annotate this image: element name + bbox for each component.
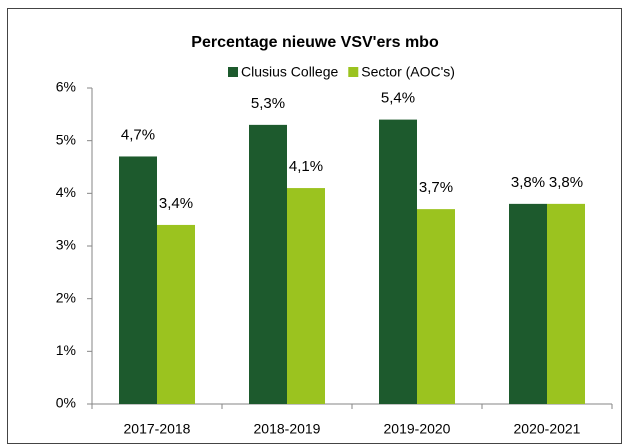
bar	[417, 209, 455, 404]
y-tick-label: 5%	[56, 131, 76, 147]
bar	[119, 156, 157, 404]
chart-title: Percentage nieuwe VSV'ers mbo	[191, 34, 439, 51]
x-tick-label: 2019-2020	[384, 421, 451, 437]
y-tick-label: 1%	[56, 342, 76, 358]
legend-swatch	[228, 67, 238, 77]
y-tick-label: 0%	[56, 395, 76, 411]
data-label: 3,8%	[511, 174, 545, 191]
bar	[509, 203, 547, 404]
y-tick-label: 6%	[56, 79, 76, 95]
legend-label: Clusius College	[241, 64, 338, 80]
data-label: 3,8%	[549, 174, 583, 191]
y-tick-label: 4%	[56, 184, 76, 200]
data-label: 3,4%	[159, 195, 193, 212]
x-tick-label: 2017-2018	[124, 421, 191, 437]
x-tick-label: 2020-2021	[514, 421, 581, 437]
y-tick-label: 2%	[56, 289, 76, 305]
legend-swatch	[348, 67, 359, 77]
bar	[157, 224, 195, 404]
data-label: 4,7%	[121, 126, 155, 143]
x-tick-label: 2018-2019	[254, 421, 321, 437]
bar	[379, 119, 417, 404]
bar	[249, 124, 287, 404]
data-label: 5,3%	[251, 95, 285, 112]
data-label: 5,4%	[381, 90, 415, 107]
data-label: 4,1%	[289, 158, 323, 175]
legend-label: Sector (AOC's)	[361, 64, 455, 80]
y-tick-label: 3%	[56, 237, 76, 253]
bar	[547, 203, 585, 404]
bar	[287, 188, 325, 404]
data-label: 3,7%	[419, 179, 453, 196]
